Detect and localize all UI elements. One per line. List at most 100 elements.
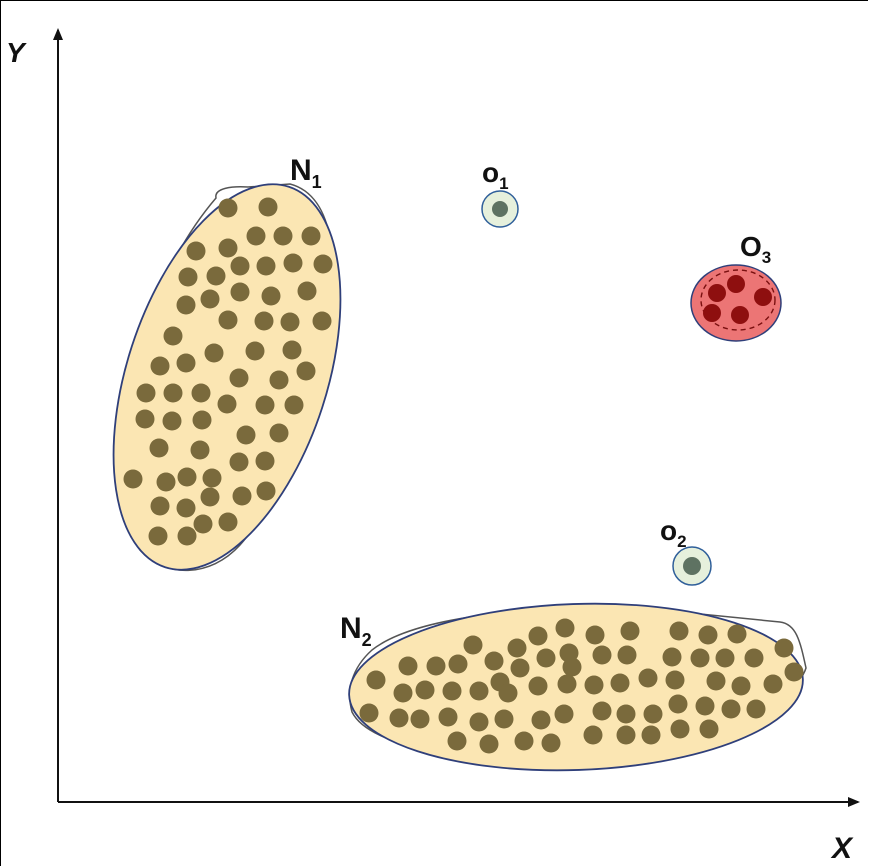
label-o1: o1: [482, 157, 509, 193]
cluster-n2-point: [498, 683, 518, 703]
cluster-n1-point: [255, 395, 275, 415]
cluster-n2: [348, 602, 807, 772]
cluster-n2-point: [562, 657, 582, 677]
cluster-n1-point: [301, 226, 321, 246]
label-o1-sub: 1: [499, 174, 508, 193]
cluster-n2-point: [690, 648, 710, 668]
cluster-n2-point: [536, 648, 556, 668]
outlier-o3-region: [690, 264, 782, 342]
cluster-n2-point: [746, 699, 766, 719]
cluster-n1-point: [206, 266, 226, 286]
outlier-o1-point: [492, 201, 508, 217]
cluster-n1-point: [282, 340, 302, 360]
cluster-n1-point: [176, 353, 196, 373]
cluster-n2-point: [366, 670, 386, 690]
cluster-n2-point: [555, 618, 575, 638]
cluster-n2-point: [469, 712, 489, 732]
cluster-n1-point: [150, 356, 170, 376]
outlier-o3-point: [754, 288, 772, 306]
cluster-n1-point: [273, 226, 293, 246]
cluster-n2-point: [463, 635, 483, 655]
cluster-n2-point: [514, 731, 534, 751]
label-o3-main: O: [740, 231, 762, 262]
cluster-n2-point: [554, 704, 574, 724]
cluster-n1-point: [176, 498, 196, 518]
cluster-n1-point: [176, 295, 196, 315]
cluster-n2-point: [721, 699, 741, 719]
cluster-n1-point: [256, 481, 276, 501]
cluster-n1-point: [258, 197, 278, 217]
cluster-n1-point: [284, 395, 304, 415]
cluster-n2-point: [531, 710, 551, 730]
cluster-n1-point: [191, 383, 211, 403]
label-n2-sub: 2: [362, 630, 372, 650]
cluster-n1-point: [193, 514, 213, 534]
cluster-n2-point: [715, 648, 735, 668]
cluster-n2-point: [389, 708, 409, 728]
cluster-n1-point: [123, 469, 143, 489]
cluster-n2-point: [616, 725, 636, 745]
label-n2-main: N: [340, 612, 362, 645]
cluster-n1-point: [177, 526, 197, 546]
cluster-n1-point: [256, 256, 276, 276]
cluster-n1-point: [204, 343, 224, 363]
outlier-o3-point: [708, 284, 726, 302]
cluster-n1-point: [218, 198, 238, 218]
cluster-n2-point: [610, 673, 630, 693]
cluster-n1-point: [218, 238, 238, 258]
cluster-n1-point: [178, 267, 198, 287]
label-o3-sub: 3: [762, 248, 771, 267]
cluster-n1-point: [200, 289, 220, 309]
cluster-n1-point: [229, 452, 249, 472]
cluster-n2-point: [731, 676, 751, 696]
cluster-n1-point: [162, 411, 182, 431]
cluster-n1-point: [192, 410, 212, 430]
cluster-n2-point: [668, 694, 688, 714]
cluster-n2-point: [494, 709, 514, 729]
cluster-n1-point: [149, 438, 169, 458]
cluster-n1-point: [280, 312, 300, 332]
label-o1-main: o: [482, 157, 499, 188]
cluster-n2-point: [620, 621, 640, 641]
cluster-n2-point: [541, 733, 561, 753]
cluster-n1-point: [177, 467, 197, 487]
cluster-n1-point: [296, 361, 316, 381]
label-o2-main: o: [660, 515, 677, 546]
cluster-n2-point: [393, 683, 413, 703]
cluster-n1-point: [230, 256, 250, 276]
cluster-n2-point: [699, 719, 719, 739]
cluster-n2-point: [583, 725, 603, 745]
outlier-o2: [672, 546, 712, 586]
cluster-n2-point: [643, 704, 663, 724]
cluster-n2-point: [584, 675, 604, 695]
label-o3: O3: [740, 231, 771, 267]
cluster-n1-point: [218, 512, 238, 532]
cluster-n1-point: [230, 282, 250, 302]
cluster-n1-point: [136, 383, 156, 403]
cluster-n2-point: [410, 709, 430, 729]
cluster-n1-point: [232, 486, 252, 506]
outlier-o3-point: [727, 275, 745, 293]
cluster-n1-point: [156, 472, 176, 492]
cluster-n1-point: [200, 487, 220, 507]
cluster-n1-point: [217, 394, 237, 414]
cluster-n2-point: [592, 701, 612, 721]
cluster-n2-point: [415, 680, 435, 700]
cluster-n1-point: [148, 526, 168, 546]
cluster-n2-point: [763, 674, 783, 694]
cluster-n2-point: [617, 645, 637, 665]
outlier-o2-point: [683, 557, 701, 575]
y-axis-label: Y: [6, 37, 27, 68]
cluster-n2-point: [662, 647, 682, 667]
x-axis-label: X: [830, 832, 854, 865]
cluster-n1-point: [313, 254, 333, 274]
cluster-n1-point: [218, 310, 238, 330]
cluster-n2-point: [641, 725, 661, 745]
cluster-n2-point: [448, 654, 468, 674]
cluster-n2-point: [695, 696, 715, 716]
cluster-n1-region: [112, 183, 342, 571]
cluster-n1-point: [312, 311, 332, 331]
label-o2-sub: 2: [677, 532, 686, 551]
label-n1-sub: 1: [312, 172, 322, 192]
